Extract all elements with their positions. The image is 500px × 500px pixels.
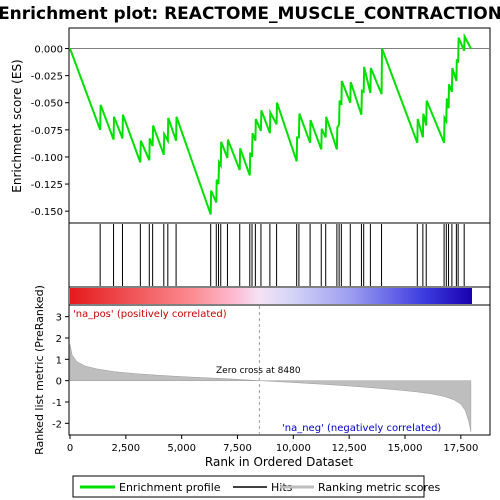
x-axis-label: Rank in Ordered Dataset bbox=[205, 455, 353, 469]
metric-y-tick-label: 3 bbox=[56, 313, 62, 324]
es-y-tick-label: -0.150 bbox=[31, 207, 63, 218]
x-axis: 0 2,500 5,000 7,500 10,000 12,500 15,000 17,500 bbox=[67, 435, 478, 454]
es-y-tick-label: -0.050 bbox=[31, 99, 63, 110]
chart-title: Enrichment plot: REACTOME_MUSCLE_CONTRAC… bbox=[0, 4, 500, 24]
x-tick-label: 5,000 bbox=[167, 443, 196, 454]
neg-correlated-label: 'na_neg' (negatively correlated) bbox=[282, 423, 441, 434]
x-tick-label: 2,500 bbox=[112, 443, 141, 454]
metric-panel-frame bbox=[68, 304, 491, 436]
metric-y-tick-label: 0 bbox=[56, 377, 62, 388]
legend: Enrichment profile Hits Ranking metric s… bbox=[72, 475, 440, 498]
x-tick-label: 17,500 bbox=[443, 443, 478, 454]
es-y-tick-label: -0.025 bbox=[31, 72, 63, 83]
hits-panel-frame bbox=[68, 222, 491, 288]
zero-cross-label: Zero cross at 8480 bbox=[216, 366, 301, 376]
pos-correlated-label: 'na_pos' (positively correlated) bbox=[73, 309, 227, 320]
es-y-axis-label: Enrichment score (ES) bbox=[10, 59, 24, 192]
x-tick-label: 12,500 bbox=[332, 443, 367, 454]
es-y-tick-label: 0.000 bbox=[34, 45, 63, 56]
es-y-tick-label: -0.075 bbox=[31, 126, 63, 137]
metric-y-axis-label: Ranked list metric (PreRanked) bbox=[33, 285, 46, 455]
enrichment-profile-line bbox=[69, 32, 472, 215]
rank-gradient bbox=[70, 288, 472, 304]
metric-y-axis: 3 2 1 0 -1 -2 bbox=[52, 313, 69, 430]
x-tick-label: 10,000 bbox=[276, 443, 311, 454]
x-tick-label: 0 bbox=[67, 443, 73, 454]
ranking-metric-area bbox=[69, 344, 472, 432]
es-y-tick-label: -0.100 bbox=[31, 153, 63, 164]
hits-markers bbox=[99, 224, 465, 286]
es-y-axis: 0.000 -0.025 -0.050 -0.075 -0.100 -0.125 -0.15… bbox=[31, 45, 69, 218]
metric-y-tick-label: 2 bbox=[56, 334, 62, 345]
x-tick-label: 15,000 bbox=[388, 443, 423, 454]
legend-enrichment-label: Enrichment profile bbox=[119, 481, 221, 494]
legend-metric-label: Ranking metric scores bbox=[318, 481, 440, 494]
es-y-tick-label: -0.125 bbox=[31, 180, 63, 191]
metric-y-tick-label: -1 bbox=[52, 398, 62, 409]
x-tick-label: 7,500 bbox=[223, 443, 252, 454]
metric-y-tick-label: 1 bbox=[56, 355, 62, 366]
metric-y-tick-label: -2 bbox=[52, 419, 62, 430]
